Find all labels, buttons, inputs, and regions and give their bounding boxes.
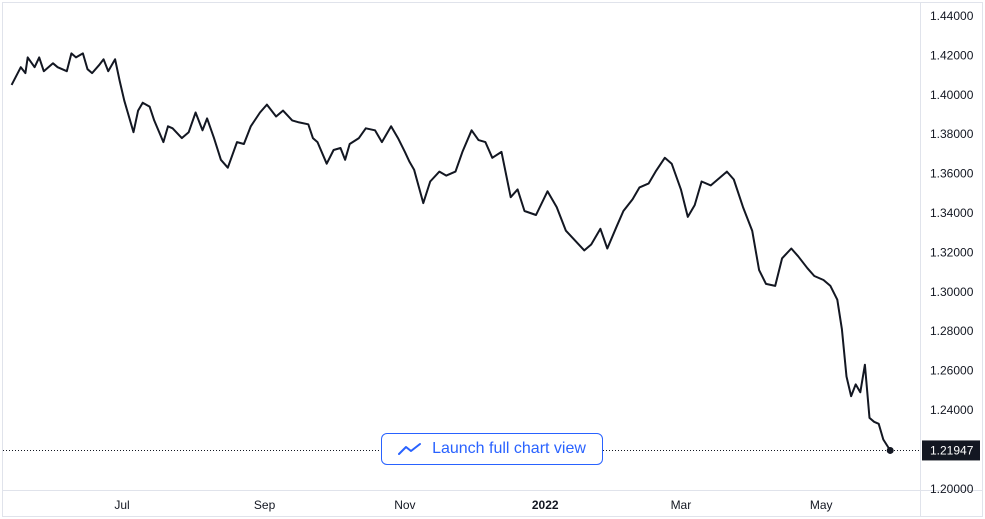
x-axis: Jul Sep Nov 2022 Mar May [114,498,832,512]
y-tick-label: 1.32000 [930,245,974,259]
y-tick-label: 1.34000 [930,206,974,220]
last-price-tag-bg [922,440,980,461]
x-tick-label: Nov [394,498,415,512]
y-tick-label: 1.44000 [930,9,974,23]
launch-full-chart-button[interactable]: Launch full chart view [381,433,603,465]
y-tick-label: 1.30000 [930,285,974,299]
x-tick-label: Sep [254,498,276,512]
x-tick-label: Jul [114,498,129,512]
y-tick-label: 1.26000 [930,364,974,378]
y-tick-label: 1.42000 [930,48,974,62]
trend-line-icon [398,442,422,456]
last-price-label: 1.21947 [930,443,974,457]
last-price-dot [886,446,894,454]
last-price-tag: 1.21947 [922,440,980,461]
x-tick-label: Mar [671,498,692,512]
y-tick-label: 1.38000 [930,127,974,141]
y-tick-label: 1.40000 [930,88,974,102]
series-line [10,52,892,451]
y-tick-label: 1.24000 [930,403,974,417]
x-tick-label: May [810,498,833,512]
x-tick-label: 2022 [532,498,559,512]
y-tick-label: 1.20000 [930,482,974,496]
y-tick-label: 1.36000 [930,167,974,181]
y-tick-label: 1.28000 [930,324,974,338]
launch-button-label: Launch full chart view [432,440,586,457]
y-axis: 1.44000 1.42000 1.40000 1.38000 1.36000 1.340… [930,9,974,496]
